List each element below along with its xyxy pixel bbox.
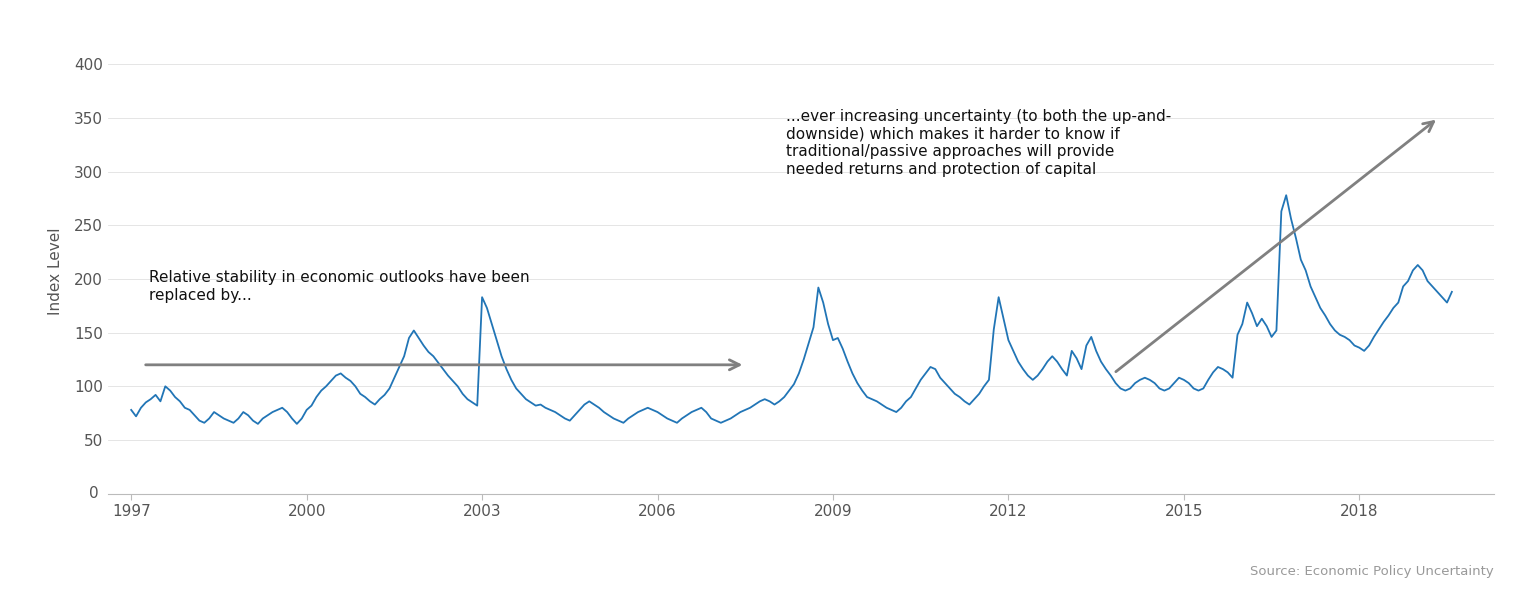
Y-axis label: Index Level: Index Level — [48, 227, 63, 315]
Text: Source: Economic Policy Uncertainty: Source: Economic Policy Uncertainty — [1250, 565, 1494, 578]
Text: Relative stability in economic outlooks have been
replaced by...: Relative stability in economic outlooks … — [149, 270, 530, 303]
Text: ...ever increasing uncertainty (to both the up-and-
downside) which makes it har: ...ever increasing uncertainty (to both … — [787, 110, 1172, 176]
Text: 0: 0 — [89, 486, 99, 501]
